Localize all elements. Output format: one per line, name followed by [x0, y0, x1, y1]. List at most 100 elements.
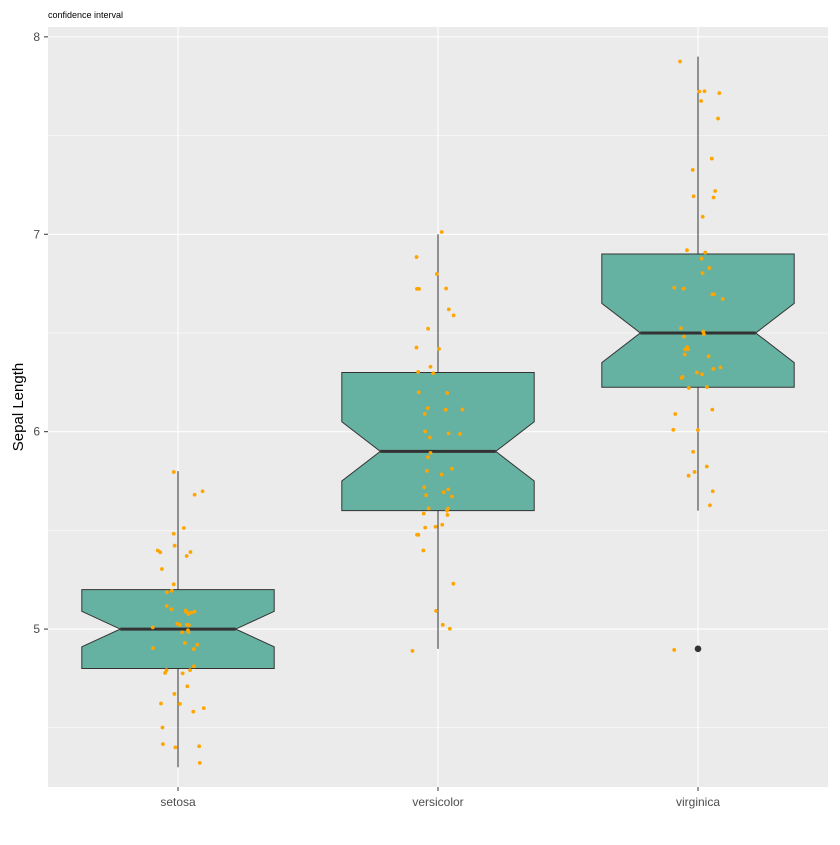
data-point-setosa	[171, 470, 176, 474]
x-tick-label: versicolor	[412, 795, 463, 809]
data-point-setosa	[186, 630, 191, 634]
data-point-setosa	[197, 744, 202, 749]
data-point-versicolor	[434, 609, 438, 613]
data-point-virginica	[699, 256, 704, 261]
data-point-setosa	[173, 745, 178, 750]
data-point-virginica	[682, 334, 687, 339]
data-point-versicolor	[423, 429, 428, 434]
data-point-virginica	[694, 370, 699, 375]
data-point-virginica	[707, 266, 712, 270]
data-point-versicolor	[440, 522, 445, 527]
data-point-setosa	[192, 492, 197, 497]
data-point-setosa	[185, 622, 189, 627]
data-point-versicolor	[451, 313, 456, 318]
data-point-versicolor	[437, 346, 441, 351]
data-point-versicolor	[446, 431, 451, 436]
data-point-setosa	[192, 609, 197, 614]
data-point-setosa	[160, 742, 165, 747]
notched-box	[341, 371, 535, 512]
data-point-setosa	[191, 709, 196, 714]
data-point-setosa	[177, 702, 182, 706]
data-point-versicolor	[428, 450, 433, 455]
data-point-versicolor	[416, 390, 421, 395]
data-point-virginica	[686, 386, 691, 390]
data-point-versicolor	[433, 524, 438, 529]
data-point-setosa	[180, 630, 185, 635]
data-point-versicolor	[424, 493, 429, 498]
data-point-virginica	[703, 250, 708, 255]
data-point-virginica	[700, 271, 705, 276]
data-point-virginica	[713, 189, 718, 193]
data-point-versicolor	[414, 255, 419, 259]
data-point-setosa	[159, 701, 163, 706]
data-point-setosa	[171, 531, 176, 536]
data-point-virginica	[691, 194, 696, 199]
data-point-versicolor	[450, 466, 454, 471]
data-point-setosa	[175, 621, 180, 626]
data-point-versicolor	[450, 494, 454, 499]
data-point-virginica	[716, 116, 720, 121]
data-point-versicolor	[426, 506, 431, 511]
data-point-versicolor	[445, 513, 450, 517]
data-point-versicolor	[446, 307, 451, 312]
data-point-setosa	[169, 588, 174, 593]
data-point-versicolor	[426, 326, 431, 331]
data-point-setosa	[180, 671, 185, 676]
box-virginica	[601, 56, 795, 653]
y-tick-label: 5	[33, 622, 40, 636]
data-point-versicolor	[446, 506, 451, 511]
data-point-versicolor	[458, 431, 462, 436]
data-point-virginica	[692, 470, 697, 474]
data-point-virginica	[709, 156, 714, 161]
data-point-virginica	[710, 407, 715, 412]
data-point-setosa	[195, 642, 200, 647]
data-point-setosa	[182, 641, 187, 645]
data-point-setosa	[188, 550, 193, 554]
data-point-versicolor	[451, 581, 456, 586]
data-point-setosa	[181, 526, 186, 530]
data-point-virginica	[691, 449, 696, 454]
data-point-versicolor	[425, 468, 429, 473]
y-tick-label: 6	[33, 425, 40, 439]
data-point-virginica	[679, 326, 683, 331]
data-point-versicolor	[441, 490, 446, 495]
data-point-setosa	[169, 607, 174, 612]
data-point-versicolor	[410, 649, 415, 653]
data-point-versicolor	[428, 364, 433, 369]
data-point-virginica	[696, 428, 700, 432]
data-point-virginica	[678, 59, 682, 64]
data-point-versicolor	[414, 345, 419, 350]
data-point-virginica	[711, 195, 716, 200]
data-point-setosa	[164, 590, 169, 595]
data-point-virginica	[686, 473, 691, 478]
data-point-setosa	[197, 760, 202, 765]
data-point-setosa	[201, 706, 206, 711]
outlier-point	[694, 645, 702, 653]
data-point-setosa	[188, 668, 192, 673]
data-point-setosa	[200, 489, 205, 494]
data-point-virginica	[682, 352, 687, 357]
data-point-virginica	[700, 214, 705, 219]
data-point-versicolor	[428, 435, 432, 440]
data-point-setosa	[183, 608, 188, 613]
data-point-virginica	[673, 412, 678, 416]
data-point-versicolor	[422, 412, 427, 416]
data-point-virginica	[708, 503, 712, 508]
data-point-versicolor	[416, 532, 421, 537]
data-point-virginica	[697, 89, 702, 94]
data-point-setosa	[158, 550, 163, 555]
data-point-versicolor	[447, 626, 452, 631]
data-point-virginica	[685, 248, 689, 253]
data-point-virginica	[671, 427, 676, 432]
data-point-versicolor	[421, 511, 426, 516]
data-point-virginica	[672, 648, 677, 652]
data-point-virginica	[711, 367, 716, 371]
data-point-versicolor	[426, 455, 430, 460]
data-point-versicolor	[445, 390, 450, 395]
data-point-virginica	[690, 167, 695, 172]
data-point-versicolor	[423, 525, 428, 530]
data-point-virginica	[672, 285, 677, 290]
data-point-setosa	[171, 582, 176, 587]
